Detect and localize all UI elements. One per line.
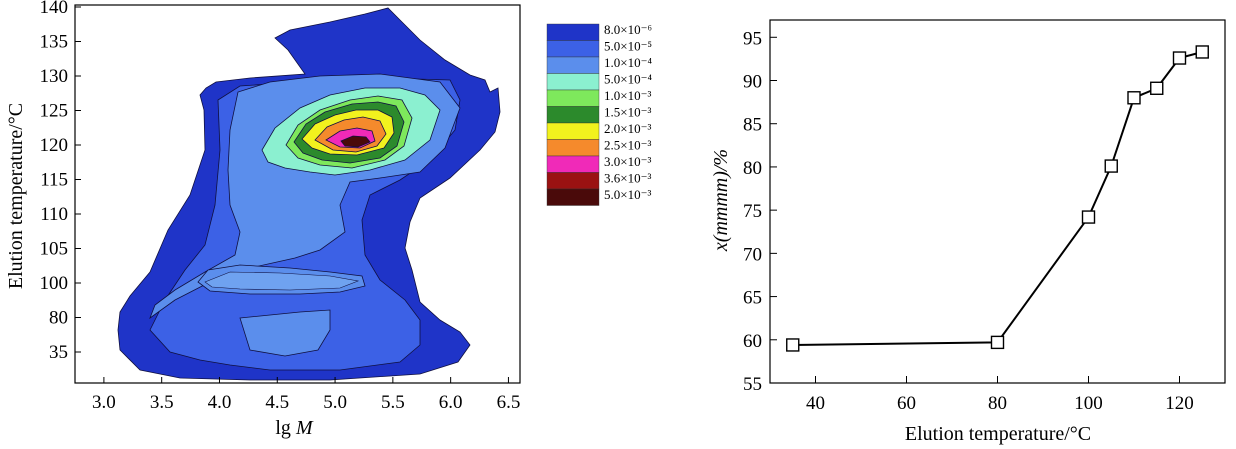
line-y-tick-label: 80 (743, 158, 762, 179)
line-x-tick-label: 80 (988, 393, 1007, 414)
legend-swatch (546, 122, 600, 140)
line-point (1127, 91, 1141, 105)
legend-swatch (546, 155, 600, 173)
legend-swatch (546, 73, 600, 91)
legend-swatch (546, 23, 600, 41)
contour-regions (117, 7, 501, 381)
contour-legend: 8.0×10⁻⁶ 5.0×10⁻⁵1.0×10⁻⁴ 5.0×10⁻⁴1.0×10⁻³… (546, 22, 652, 206)
legend-label: 2.0×10⁻³ (604, 121, 651, 136)
contour-region-level-11 (340, 135, 371, 148)
contour-x-axis-label: lg M (275, 417, 314, 439)
line-y-axis-label: x(mmmm)/% (710, 149, 732, 252)
legend-label: 5.0×10⁻⁵ (604, 39, 652, 54)
contour-y-tick-label: 110 (40, 204, 68, 225)
legend-swatch (546, 56, 600, 74)
legend-swatch (546, 139, 600, 157)
line-point (1104, 159, 1118, 173)
line-point (1150, 81, 1164, 95)
contour-y-tick-label: 80 (49, 308, 68, 329)
line-x-tick-label: 60 (897, 393, 916, 414)
contour-y-tick-label: 125 (40, 101, 69, 122)
contour-y-tick-label: 120 (40, 135, 69, 156)
legend-label: 1.0×10⁻⁴ (604, 55, 652, 70)
contour-y-tick-label: 35 (49, 342, 68, 363)
legend-label: 8.0×10⁻⁶ (604, 22, 652, 37)
line-y-ticks: 55 60 65 70 75 80 85 90 95 (743, 28, 777, 395)
legend-label: 5.0×10⁻⁴ (604, 72, 652, 87)
legend-label: 1.5×10⁻³ (604, 105, 651, 120)
contour-x-tick-label: 6.0 (439, 392, 463, 413)
contour-x-ticks: 3.0 3.5 4.0 4.5 5.0 5.5 6.0 6.5 (92, 377, 520, 413)
legend-swatch (546, 106, 600, 124)
line-y-tick-label: 75 (743, 201, 762, 222)
line-y-tick-label: 85 (743, 115, 762, 136)
contour-y-ticks: 35 80 100 105 110 115 120 125 130 135 140 (40, 0, 81, 363)
contour-x-tick-label: 4.5 (265, 392, 289, 413)
line-point (1172, 51, 1187, 65)
line-point (990, 335, 1005, 350)
legend-swatch (546, 188, 600, 206)
line-point (1081, 210, 1096, 224)
contour-y-tick-label: 135 (40, 32, 69, 53)
contour-x-tick-label: 5.0 (323, 392, 347, 413)
legend-swatch (546, 40, 600, 58)
line-y-tick-label: 90 (743, 72, 762, 93)
contour-plot: 3.0 3.5 4.0 4.5 5.0 5.5 6.0 6.5 35 80 100 105 110 11… (5, 0, 521, 439)
legend-swatch (546, 172, 600, 190)
contour-y-tick-label: 100 (40, 273, 69, 294)
contour-y-tick-label: 105 (40, 239, 69, 260)
contour-region-level-3-lower (239, 309, 331, 357)
line-x-axis-label: Elution temperature/°C (905, 423, 1091, 445)
line-chart: 40 60 80 100 120 55 60 65 70 75 80 85 90 95 Elution … (710, 19, 1226, 445)
line-x-tick-label: 100 (1074, 393, 1103, 414)
contour-y-tick-label: 115 (40, 170, 68, 191)
contour-y-tick-label: 130 (40, 66, 69, 87)
legend-label: 3.6×10⁻³ (604, 171, 651, 186)
line-y-tick-label: 60 (743, 331, 762, 352)
line-x-tick-label: 40 (806, 393, 825, 414)
contour-x-tick-label: 4.0 (208, 392, 232, 413)
contour-region-low-band-inner (204, 271, 360, 291)
legend-label: 3.0×10⁻³ (604, 154, 651, 169)
line-chart-frame (769, 19, 1226, 384)
line-points (786, 45, 1209, 352)
contour-x-tick-label: 6.5 (497, 392, 521, 413)
legend-label: 5.0×10⁻³ (604, 187, 651, 202)
contour-x-tick-label: 5.5 (381, 392, 405, 413)
line-x-tick-label: 120 (1165, 393, 1194, 414)
line-series (792, 51, 1203, 346)
contour-y-tick-label: 140 (40, 0, 69, 18)
contour-x-tick-label: 3.5 (150, 392, 174, 413)
legend-label: 1.0×10⁻³ (604, 88, 651, 103)
legend-label: 2.5×10⁻³ (604, 138, 651, 153)
contour-x-tick-label: 3.0 (92, 392, 116, 413)
legend-swatch (546, 89, 600, 107)
line-point (1195, 45, 1209, 59)
line-x-ticks: 40 60 80 100 120 (806, 376, 1194, 414)
line-y-tick-label: 65 (743, 288, 762, 309)
line-y-tick-label: 55 (743, 374, 762, 395)
line-y-tick-label: 95 (743, 28, 762, 49)
line-y-tick-label: 70 (743, 244, 762, 265)
line-point (786, 338, 800, 352)
contour-y-axis-label: Elution temperature/°C (5, 103, 27, 289)
